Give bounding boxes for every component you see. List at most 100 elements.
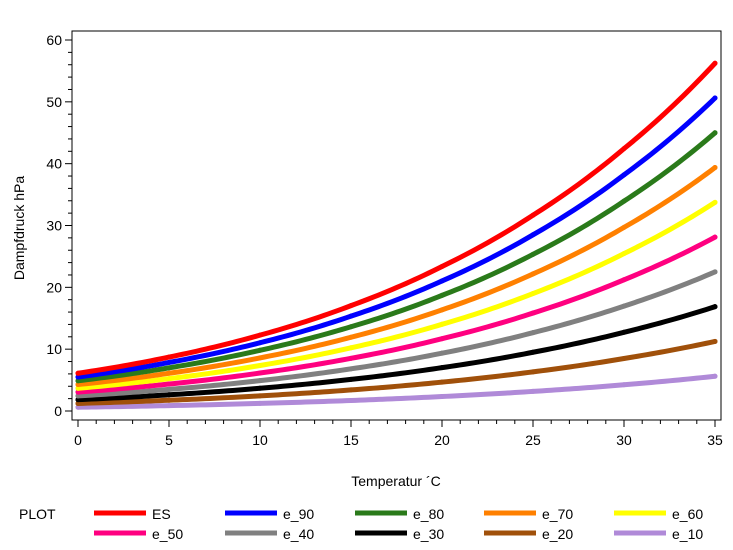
data-point-es bbox=[712, 60, 718, 66]
data-point-e-50 bbox=[257, 370, 263, 376]
data-point-es bbox=[439, 263, 445, 269]
data-point-e-80 bbox=[348, 324, 354, 330]
data-point-e-70 bbox=[439, 307, 445, 313]
data-point-e-40 bbox=[257, 378, 263, 384]
legend-label-e-60: e_60 bbox=[672, 506, 703, 522]
data-point-e-80 bbox=[439, 292, 445, 298]
data-point-e-70 bbox=[712, 165, 718, 171]
legend-label-e-50: e_50 bbox=[152, 526, 183, 542]
data-point-e-70 bbox=[166, 370, 172, 376]
data-point-e-90 bbox=[348, 313, 354, 319]
legend-label-e-70: e_70 bbox=[542, 506, 573, 522]
series-line-e-30 bbox=[75, 304, 718, 403]
data-point-e-20 bbox=[712, 338, 718, 344]
data-point-e-90 bbox=[439, 278, 445, 284]
x-tick-label: 35 bbox=[707, 432, 723, 448]
x-tick-label: 0 bbox=[74, 432, 82, 448]
x-tick-label: 30 bbox=[616, 432, 632, 448]
x-tick-label: 15 bbox=[343, 432, 359, 448]
data-point-e-10 bbox=[257, 400, 263, 406]
data-point-e-40 bbox=[348, 366, 354, 372]
data-point-e-10 bbox=[621, 382, 627, 388]
y-axis: 0 10 20 30 40 50 60 bbox=[46, 32, 72, 419]
legend-label-e-30: e_30 bbox=[413, 526, 444, 542]
legend-title: PLOT bbox=[19, 506, 56, 522]
data-point-e-20 bbox=[348, 387, 354, 393]
data-point-e-60 bbox=[439, 321, 445, 327]
data-point-e-10 bbox=[75, 404, 81, 410]
data-point-e-80 bbox=[257, 347, 263, 353]
y-tick-label: 50 bbox=[46, 94, 62, 110]
data-point-e-20 bbox=[621, 356, 627, 362]
data-point-e-20 bbox=[75, 400, 81, 406]
y-axis-title: Dampfdruck hPa bbox=[11, 176, 27, 280]
legend-label-es: ES bbox=[152, 506, 171, 522]
series-line-e-40 bbox=[75, 269, 718, 399]
data-point-e-60 bbox=[348, 345, 354, 351]
legend-label-e-10: e_10 bbox=[672, 526, 703, 542]
data-point-e-60 bbox=[621, 251, 627, 257]
data-point-e-80 bbox=[621, 198, 627, 204]
data-point-e-60 bbox=[166, 376, 172, 382]
data-point-e-70 bbox=[530, 271, 536, 277]
legend-label-e-90: e_90 bbox=[283, 506, 314, 522]
data-point-e-40 bbox=[530, 330, 536, 336]
y-tick-label: 40 bbox=[46, 156, 62, 172]
legend-label-e-80: e_80 bbox=[413, 506, 444, 522]
data-point-e-10 bbox=[439, 394, 445, 400]
series-line-e-50 bbox=[75, 234, 718, 395]
data-point-e-10 bbox=[166, 403, 172, 409]
x-axis: 0 5 10 15 20 25 30 35 bbox=[74, 420, 723, 448]
data-point-e-40 bbox=[75, 393, 81, 399]
data-point-e-60 bbox=[712, 199, 718, 205]
data-point-e-90 bbox=[257, 340, 263, 346]
data-point-es bbox=[166, 354, 172, 360]
data-point-es bbox=[75, 370, 81, 376]
data-point-e-50 bbox=[348, 355, 354, 361]
x-tick-label: 10 bbox=[252, 432, 268, 448]
y-tick-label: 30 bbox=[46, 218, 62, 234]
data-point-e-90 bbox=[712, 95, 718, 101]
series-line-es bbox=[75, 60, 718, 376]
data-point-e-70 bbox=[257, 355, 263, 361]
data-point-es bbox=[257, 332, 263, 338]
data-point-e-90 bbox=[530, 232, 536, 238]
legend: PLOT ES e_90 e_80 e_70 e_60 e_50 e_40 e_30 e_20 e… bbox=[19, 506, 703, 542]
data-point-e-70 bbox=[348, 334, 354, 340]
y-tick-label: 20 bbox=[46, 279, 62, 295]
y-tick-label: 10 bbox=[46, 341, 62, 357]
data-point-e-80 bbox=[166, 365, 172, 371]
data-point-e-40 bbox=[166, 386, 172, 392]
data-point-e-70 bbox=[75, 382, 81, 388]
series-line-e-70 bbox=[75, 165, 718, 388]
data-point-e-80 bbox=[530, 251, 536, 257]
data-point-e-50 bbox=[75, 389, 81, 395]
data-point-e-50 bbox=[439, 336, 445, 342]
series-line-e-20 bbox=[75, 338, 718, 406]
y-tick-label: 0 bbox=[54, 403, 62, 419]
data-point-e-30 bbox=[530, 349, 536, 355]
data-point-es bbox=[621, 146, 627, 152]
data-point-e-30 bbox=[257, 385, 263, 391]
data-point-e-80 bbox=[712, 130, 718, 136]
plot-curves bbox=[75, 60, 718, 410]
x-tick-label: 20 bbox=[434, 432, 450, 448]
data-point-e-30 bbox=[712, 304, 718, 310]
data-point-e-60 bbox=[75, 385, 81, 391]
data-point-e-40 bbox=[439, 350, 445, 356]
x-axis-title: Temperatur ´C bbox=[351, 473, 440, 489]
x-tick-label: 25 bbox=[525, 432, 541, 448]
data-point-e-30 bbox=[621, 329, 627, 335]
data-point-e-20 bbox=[439, 379, 445, 385]
data-point-e-50 bbox=[712, 234, 718, 240]
data-point-e-40 bbox=[712, 269, 718, 275]
data-point-e-90 bbox=[166, 359, 172, 365]
legend-label-e-20: e_20 bbox=[542, 526, 573, 542]
data-point-e-80 bbox=[75, 378, 81, 384]
data-point-es bbox=[348, 303, 354, 309]
data-point-e-10 bbox=[348, 397, 354, 403]
data-point-e-50 bbox=[530, 310, 536, 316]
data-point-e-30 bbox=[439, 365, 445, 371]
data-point-e-50 bbox=[166, 381, 172, 387]
